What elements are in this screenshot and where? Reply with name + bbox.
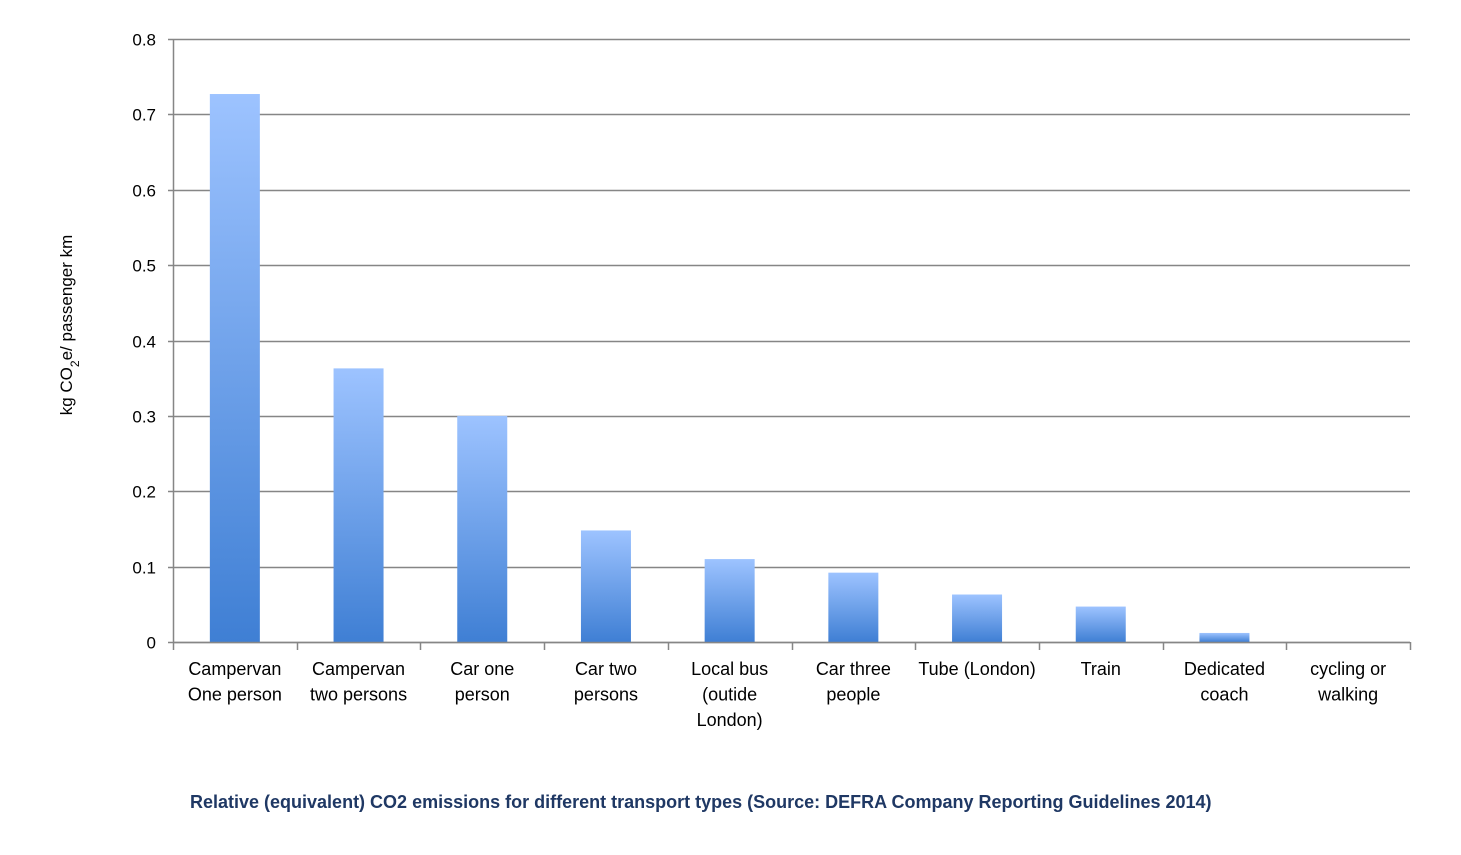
x-category-label: Campervan One person [188,659,282,705]
bar [333,368,384,642]
x-category-label: Car one person [450,659,514,705]
y-axis-title: kg CO2e/ passenger km [57,235,82,416]
bar [580,530,631,642]
axes [172,39,1412,650]
y-tick-labels: 0 0.1 0.2 0.3 0.4 0.5 0.6 0.7 0.8 [132,31,156,653]
bar [952,594,1003,642]
bar [457,415,508,642]
x-category-label: Local bus (outide London) [691,659,768,730]
bar-chart: 0 0.1 0.2 0.3 0.4 0.5 0.6 0.7 0.8 Campervan One p… [57,31,1412,730]
x-category-label: cycling or walking [1310,659,1386,705]
y-tick-label: 0.2 [132,483,156,502]
y-tick-label: 0.8 [132,31,156,50]
y-tick-label: 0 [147,634,156,653]
y-tick-label: 0.4 [132,333,156,352]
bar [704,559,755,642]
x-category-label: Train [1081,659,1121,679]
bar [828,572,879,642]
x-category-label: Car three people [816,659,891,705]
x-category-label: Car two persons [574,659,638,705]
y-tick-label: 0.5 [132,257,156,276]
x-category-labels: Campervan One person Campervan two persons C… [188,659,1386,730]
y-tick-label: 0.6 [132,182,156,201]
x-category-label: Campervan two persons [310,659,407,705]
bar [1199,632,1250,642]
y-tick-label: 0.7 [132,106,156,125]
bars [209,94,1250,643]
bar [1075,606,1126,642]
x-category-label: Dedicated coach [1184,659,1265,705]
y-tick-label: 0.3 [132,408,156,427]
bar [209,94,260,643]
y-tick-label: 0.1 [132,559,156,578]
x-category-label: Tube (London) [918,659,1035,679]
chart-caption: Relative (equivalent) CO2 emissions for … [190,792,1212,812]
